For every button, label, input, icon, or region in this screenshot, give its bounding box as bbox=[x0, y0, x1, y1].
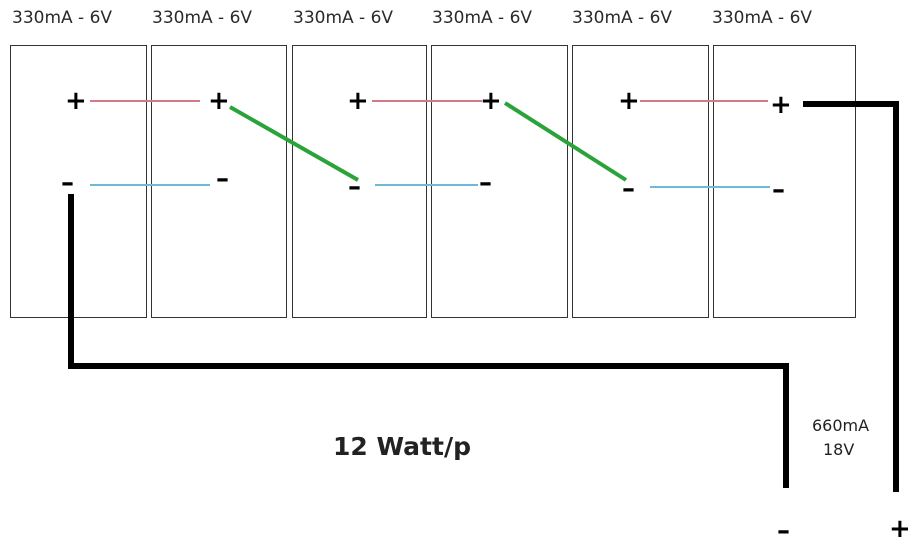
output-negative-lead bbox=[68, 194, 789, 488]
panel-6-plus: + bbox=[770, 90, 792, 120]
panel-5-minus: – bbox=[622, 174, 635, 204]
series-link-1 bbox=[229, 105, 359, 182]
panel-3-rating: 330mA - 6V bbox=[293, 8, 394, 28]
panel-2-minus: – bbox=[216, 164, 229, 194]
panel-3-minus: – bbox=[348, 172, 361, 202]
panel-4-minus: – bbox=[479, 168, 492, 198]
solar-panel-5 bbox=[572, 45, 709, 318]
panel-2-plus: + bbox=[208, 86, 230, 116]
solar-panel-4 bbox=[431, 45, 568, 318]
output-positive-lead bbox=[803, 101, 899, 492]
panel-6-minus: – bbox=[772, 175, 785, 205]
solar-panel-2 bbox=[151, 45, 287, 318]
panel-1-minus: – bbox=[61, 168, 74, 198]
panel-6-rating: 330mA - 6V bbox=[712, 8, 813, 28]
diagram-title: 12 Watt/p bbox=[333, 432, 471, 461]
panel-1-plus: + bbox=[65, 86, 87, 116]
output-voltage: 18V bbox=[823, 440, 855, 459]
panel-4-plus: + bbox=[480, 86, 502, 116]
panel-3-plus: + bbox=[347, 86, 369, 116]
solar-panel-3 bbox=[292, 45, 427, 318]
panel-5-rating: 330mA - 6V bbox=[572, 8, 673, 28]
solar-panel-6 bbox=[713, 45, 856, 318]
series-link-2 bbox=[503, 101, 628, 182]
panel-1-rating: 330mA - 6V bbox=[12, 8, 113, 28]
output-current: 660mA bbox=[812, 416, 870, 435]
panel-4-rating: 330mA - 6V bbox=[432, 8, 533, 28]
panel-5-plus: + bbox=[618, 86, 640, 116]
solar-panel-1 bbox=[10, 45, 147, 318]
output-plus-terminal: + bbox=[889, 514, 908, 544]
panel-2-rating: 330mA - 6V bbox=[152, 8, 253, 28]
output-minus-terminal: – bbox=[777, 516, 790, 546]
